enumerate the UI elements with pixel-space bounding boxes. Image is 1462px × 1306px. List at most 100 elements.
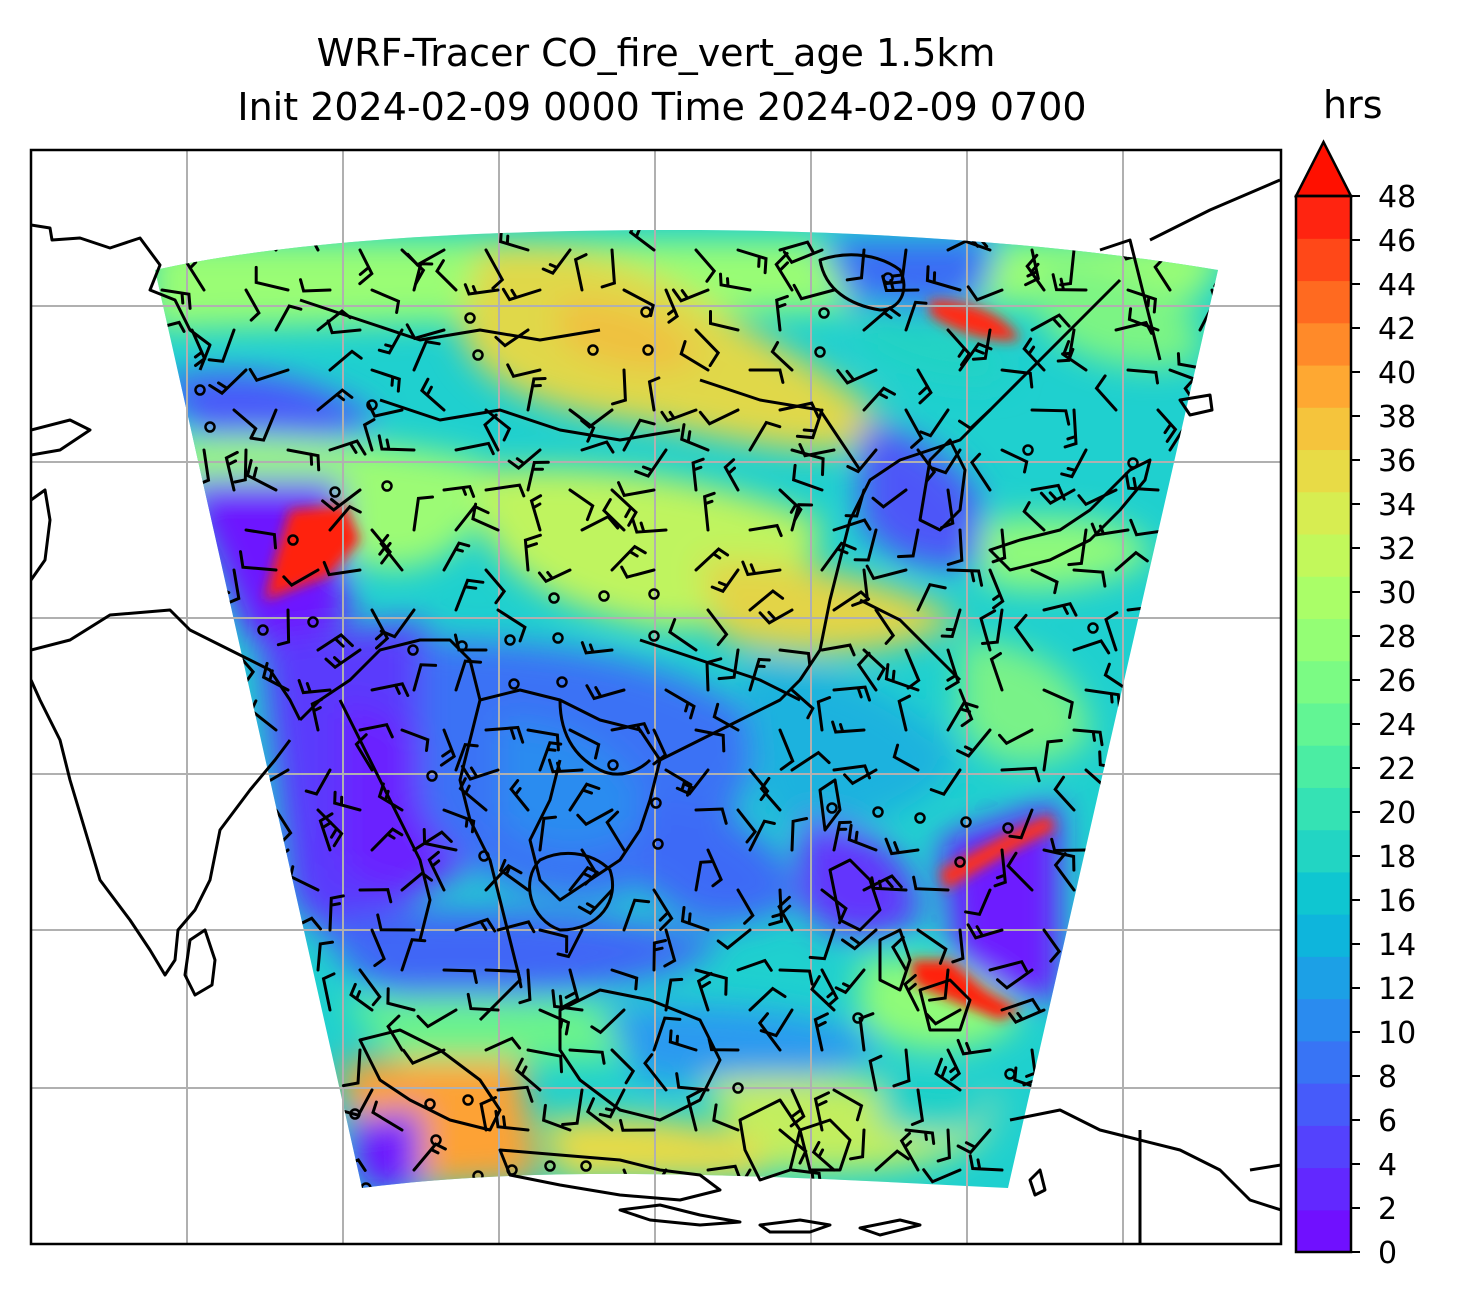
wind-barb — [1030, 408, 1071, 426]
wind-barb — [1013, 613, 1034, 652]
wind-barb — [668, 618, 698, 652]
wind-barb — [680, 906, 710, 932]
colorbar-tick-label: 2 — [1378, 1192, 1397, 1227]
wind-barb — [832, 1088, 864, 1122]
wind-barb — [940, 608, 962, 639]
wind-barb — [916, 928, 948, 965]
wind-barb — [416, 1008, 458, 1029]
wind-barb — [874, 1149, 910, 1172]
wind-barb — [538, 815, 557, 852]
wind-barb — [820, 888, 848, 925]
wind-barb — [333, 790, 362, 812]
wind-barb — [652, 728, 668, 766]
wind-barb — [694, 728, 726, 753]
wind-barb — [328, 439, 367, 456]
wind-barb — [668, 1029, 698, 1052]
calm-wind-marker — [872, 806, 884, 818]
wind-barb — [537, 568, 572, 584]
wind-barb — [775, 294, 789, 332]
wind-barb — [585, 684, 626, 701]
wind-barb — [831, 720, 866, 734]
wind-barb — [671, 288, 710, 303]
wind-barb — [844, 488, 866, 518]
wind-barb — [471, 502, 500, 532]
wind-barb — [790, 817, 809, 852]
wind-barb — [233, 448, 248, 484]
wind-barb — [562, 968, 580, 1008]
wind-barb — [634, 448, 668, 478]
wind-barb — [1030, 568, 1059, 595]
calm-wind-marker — [504, 634, 516, 646]
wind-barb — [610, 1048, 636, 1085]
wind-barb — [1051, 273, 1088, 292]
wind-barb — [622, 288, 655, 318]
wind-barb — [664, 688, 696, 720]
wind-barb — [483, 413, 500, 452]
wind-barb — [686, 1089, 703, 1132]
wind-barb — [442, 808, 476, 834]
wind-barb — [774, 252, 794, 292]
colorbar-tick-label: 12 — [1378, 972, 1416, 1007]
wind-barb — [501, 287, 542, 302]
calm-wind-marker — [826, 802, 838, 814]
wind-barb — [518, 968, 532, 1005]
wind-barb — [811, 1140, 836, 1172]
wind-barb — [790, 503, 814, 532]
wind-barb — [523, 533, 542, 572]
calm-wind-marker — [287, 534, 299, 546]
wind-barb — [328, 349, 363, 372]
colorbar-segment — [1296, 914, 1351, 957]
colorbar-segment — [1296, 196, 1351, 239]
colorbar-tick-label: 48 — [1378, 180, 1416, 215]
wind-barb — [930, 448, 962, 475]
wind-barb — [484, 863, 523, 892]
wind-barb — [580, 641, 614, 655]
wind-barb — [940, 488, 955, 530]
wind-barb — [928, 968, 950, 1002]
wind-barb — [386, 987, 416, 1012]
colorbar-segment — [1296, 745, 1351, 788]
wind-barb — [652, 1016, 682, 1052]
wind-barb — [245, 458, 278, 492]
colorbar-segment — [1296, 491, 1351, 535]
wind-barb — [936, 1128, 951, 1163]
wind-barb — [484, 725, 525, 744]
wind-barb — [227, 568, 241, 605]
calm-wind-marker — [1022, 444, 1034, 456]
colorbar-segment — [1296, 1083, 1351, 1126]
wind-barb — [529, 494, 543, 532]
wind-barb — [694, 860, 713, 892]
calm-wind-marker — [1127, 457, 1139, 469]
wind-barb — [160, 288, 192, 310]
wind-barb — [316, 632, 354, 652]
wind-barb — [328, 894, 345, 932]
wind-barb — [590, 1008, 626, 1035]
wind-barb — [988, 568, 1005, 610]
wind-barb — [709, 310, 740, 332]
wind-barb — [454, 742, 479, 772]
wind-barb — [946, 1048, 962, 1082]
calm-wind-marker — [814, 346, 826, 358]
wind-barb — [282, 568, 320, 587]
wind-barb — [358, 248, 374, 286]
wind-barb — [420, 377, 446, 412]
wind-barb — [454, 917, 497, 933]
wind-barb — [790, 750, 831, 772]
wind-barb — [274, 304, 303, 332]
wind-barb — [1042, 739, 1063, 772]
colorbar-segment — [1296, 1125, 1351, 1169]
colorbar-tick-label: 18 — [1378, 840, 1416, 875]
calm-wind-marker — [407, 644, 419, 656]
wind-barb — [956, 1128, 992, 1155]
wind-barb — [496, 1085, 534, 1103]
wind-barb — [778, 1128, 808, 1165]
wind-barb — [341, 1048, 362, 1088]
wind-barb — [600, 248, 616, 289]
colorbar-tick-label: 16 — [1378, 884, 1416, 919]
calm-wind-marker — [360, 1182, 372, 1188]
calm-wind-marker — [204, 421, 216, 433]
wind-barb — [514, 1057, 542, 1092]
wind-barb — [989, 652, 1004, 692]
wind-barb — [442, 968, 478, 984]
wind-barb — [321, 488, 362, 512]
